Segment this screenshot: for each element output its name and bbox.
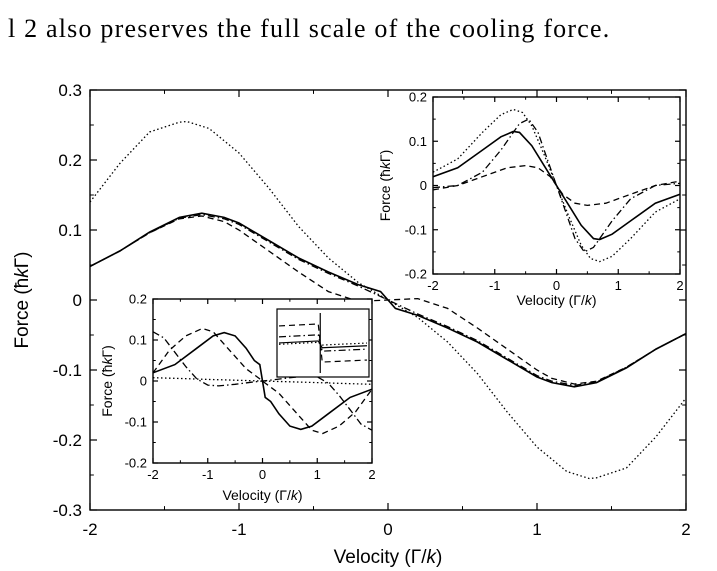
x-tick-label: 2 [368, 467, 375, 482]
series-line-dashed [153, 327, 372, 435]
y-tick-label: 0 [73, 291, 82, 310]
x-axis-label: Velocity (Γ/k) [516, 292, 596, 308]
x-tick-label: -1 [231, 520, 246, 539]
caption-line: l 2 also preserves the full scale of the… [8, 14, 611, 43]
mini-inset-frame [276, 308, 370, 378]
y-axis-label: Force (ħkΓ) [12, 251, 33, 348]
caption-text: l 2 also preserves the full scale of the… [0, 0, 717, 60]
y-tick-label: 0.1 [409, 134, 427, 149]
y-tick-label: 0 [420, 178, 427, 193]
x-tick-label: 0 [383, 520, 392, 539]
x-tick-label: 0 [259, 467, 266, 482]
series-line-dashdot [153, 331, 372, 431]
y-tick-label: -0.1 [405, 222, 427, 237]
x-axis-label: Velocity (Γ/k) [334, 547, 443, 568]
x-tick-label: 1 [314, 467, 321, 482]
series-group [90, 120, 686, 480]
y-tick-label: 0.3 [58, 81, 82, 100]
y-tick-label: -0.1 [125, 415, 147, 430]
y-tick-label: 0.2 [409, 90, 427, 105]
x-tick-label: -2 [147, 467, 159, 482]
y-tick-label: 0.2 [129, 292, 147, 307]
y-tick-label: 0 [140, 374, 147, 389]
x-tick-label: -2 [82, 520, 97, 539]
y-tick-label: -0.3 [53, 501, 82, 520]
x-tick-label: -1 [489, 278, 501, 293]
y-tick-label: 0.1 [58, 221, 82, 240]
x-tick-label: 1 [532, 520, 541, 539]
series-line-dashdot [433, 118, 680, 253]
x-tick-label: 2 [676, 278, 683, 293]
series-line-dashed [433, 164, 680, 207]
series-group [153, 327, 372, 435]
series-line-dotted [433, 108, 680, 263]
y-tick-label: -0.2 [125, 456, 147, 471]
x-tick-label: -2 [427, 278, 439, 293]
y-tick-label: -0.1 [53, 361, 82, 380]
x-tick-label: 2 [681, 520, 690, 539]
y-axis-label: Force (ħkΓ) [377, 150, 393, 222]
y-tick-label: -0.2 [53, 431, 82, 450]
y-tick-label: -0.2 [405, 267, 427, 282]
y-tick-label: 0.2 [58, 151, 82, 170]
y-tick-label: 0.1 [129, 333, 147, 348]
series-line-dotted [153, 377, 372, 385]
x-axis-label: Velocity (Γ/k) [222, 487, 302, 503]
inset-right-chart: -2 -1 0 1 2 -0.2 -0.1 0 0.1 0.2 Velocity (Γ/k) Forc… [377, 90, 684, 308]
x-tick-label: -1 [202, 467, 214, 482]
mini-zoom-inset [276, 308, 370, 378]
series-line-dashed [90, 215, 686, 385]
y-axis-label: Force (ħkΓ) [99, 345, 115, 417]
series-group [433, 108, 680, 263]
x-tick-label: 1 [615, 278, 622, 293]
x-tick-label: 0 [553, 278, 560, 293]
